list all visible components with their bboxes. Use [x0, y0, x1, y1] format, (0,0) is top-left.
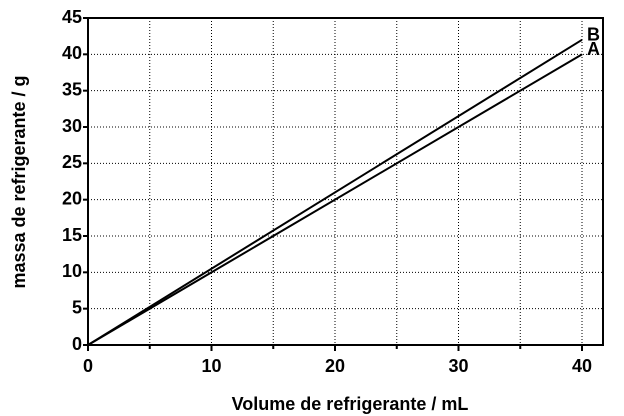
x-axis-label: Volume de refrigerante / mL	[232, 394, 469, 414]
plot-frame	[87, 17, 604, 346]
x-tick-label: 10	[201, 356, 221, 376]
y-tick-label: 0	[72, 334, 82, 354]
data-line	[87, 53, 583, 346]
y-tick-label: 45	[62, 7, 82, 27]
y-axis-label: massa de refrigerante / g	[9, 75, 29, 288]
line-label: B	[587, 25, 600, 45]
y-tick-label: 40	[62, 43, 82, 63]
y-tick-label: 20	[62, 188, 82, 208]
data-line	[87, 38, 583, 346]
y-tick-label: 30	[62, 116, 82, 136]
y-tick-label: 25	[62, 152, 82, 172]
x-tick-label: 0	[83, 356, 93, 376]
x-tick-label: 30	[448, 356, 468, 376]
y-tick-label: 5	[72, 297, 82, 317]
x-tick-label: 40	[572, 356, 592, 376]
y-tick-label: 10	[62, 261, 82, 281]
line-label: A	[587, 39, 600, 59]
y-tick-label: 15	[62, 225, 82, 245]
y-tick-label: 35	[62, 79, 82, 99]
x-tick-label: 20	[325, 356, 345, 376]
